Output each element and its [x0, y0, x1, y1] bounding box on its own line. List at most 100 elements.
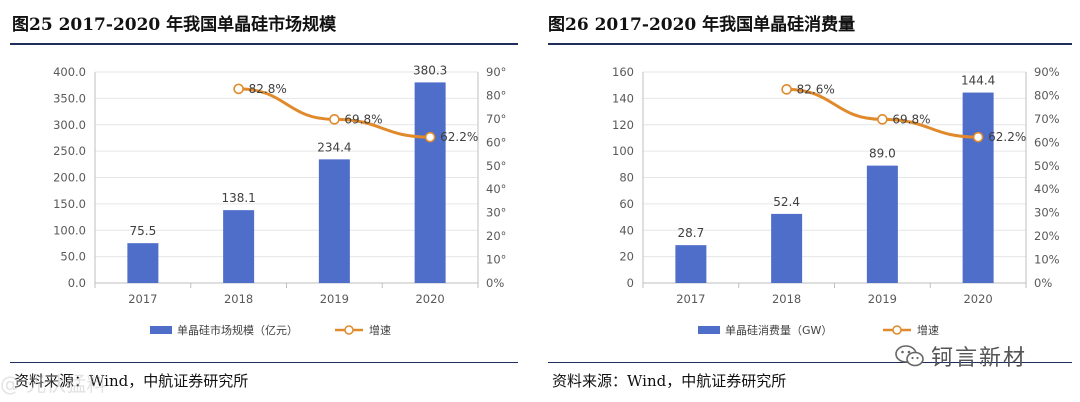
- category-label: 2017: [128, 292, 157, 306]
- left-tick-label: 140: [612, 91, 634, 105]
- right-tick-label: 40%: [1034, 182, 1060, 196]
- title-rule: [10, 43, 518, 45]
- right-tick-label: 90°: [486, 65, 506, 79]
- right-tick-label: 30%: [1034, 206, 1060, 220]
- legend-bar-swatch: [150, 326, 172, 334]
- market-size-chart: 0.0 50.0 100.0 150.0 200.0 250.0 300.0 350.0 400…: [53, 63, 506, 337]
- chart-panel-consumption: 图26 2017-2020 年我国单晶硅消费量 0 20 40 60 80 100 120 1…: [548, 0, 1080, 402]
- bar: [223, 210, 255, 283]
- growth-marker: [877, 114, 888, 125]
- consumption-chart: 0 20 40 60 80 100 120 140 160 0% 10% 20% 30% 40% 50% 60…: [612, 65, 1060, 337]
- left-tick-label: 200.0: [53, 171, 86, 185]
- bar-data-label: 380.3: [413, 63, 447, 77]
- legend-line-marker: [892, 325, 902, 335]
- category-label: 2019: [868, 292, 897, 306]
- left-tick-label: 400.0: [53, 65, 86, 79]
- right-tick-label: 60°: [486, 135, 506, 149]
- left-tick-label: 100: [612, 144, 634, 158]
- right-tick-label: 90%: [1034, 65, 1060, 79]
- legend-bar-swatch: [698, 326, 720, 334]
- left-tick-label: 300.0: [53, 118, 86, 132]
- right-tick-label: 0%: [1034, 276, 1052, 290]
- source-rule: [10, 362, 518, 363]
- right-tick-label: 0%: [486, 276, 504, 290]
- category-label: 2018: [772, 292, 801, 306]
- right-tick-label: 80%: [1034, 88, 1060, 102]
- left-tick-label: 60: [619, 197, 634, 211]
- bar-data-label: 234.4: [317, 140, 351, 154]
- left-tick-label: 350.0: [53, 91, 86, 105]
- left-tick-label: 160: [612, 65, 634, 79]
- growth-data-label: 62.2%: [440, 130, 478, 144]
- watermark: @ 光伏猛料: [0, 372, 107, 396]
- bar-data-label: 28.7: [678, 226, 705, 240]
- source-rule: [548, 362, 1072, 363]
- chart-title: 图26 2017-2020 年我国单晶硅消费量: [548, 15, 856, 35]
- bar-data-label: 75.5: [130, 224, 157, 238]
- legend-bar-label: 单晶硅市场规模（亿元）: [177, 323, 298, 337]
- bar: [962, 92, 994, 283]
- brand-badge: 钶言新材: [895, 340, 1027, 372]
- right-tick-label: 20%: [1034, 229, 1060, 243]
- bar-data-label: 144.4: [961, 74, 995, 88]
- left-tick-label: 80: [619, 171, 634, 185]
- bar: [127, 243, 159, 283]
- bar: [318, 159, 350, 283]
- right-tick-label: 40°: [486, 182, 506, 196]
- brand-name: 钶言新材: [931, 346, 1028, 371]
- legend-line-label: 增速: [917, 323, 939, 337]
- growth-line: [786, 87, 979, 139]
- growth-marker: [781, 84, 792, 95]
- bar-data-label: 89.0: [869, 147, 896, 161]
- left-tick-label: 100.0: [53, 223, 86, 237]
- bar-data-label: 138.1: [221, 191, 255, 205]
- right-tick-label: 20°: [486, 229, 506, 243]
- growth-data-label: 82.8%: [249, 82, 287, 96]
- legend-line-label: 增速: [369, 323, 391, 337]
- category-label: 2020: [963, 292, 992, 306]
- right-tick-label: 80°: [486, 88, 506, 102]
- bar-data-label: 52.4: [773, 195, 800, 209]
- left-tick-label: 0.0: [68, 276, 86, 290]
- bar: [771, 213, 803, 283]
- left-tick-label: 50.0: [60, 250, 86, 264]
- growth-marker: [329, 114, 340, 125]
- growth-data-label: 69.8%: [344, 112, 382, 126]
- left-tick-label: 120: [612, 118, 634, 132]
- growth-marker: [424, 131, 436, 143]
- growth-data-label: 62.2%: [988, 130, 1026, 144]
- left-tick-label: 250.0: [53, 144, 86, 158]
- source-note: 资料来源：Wind，中航证券研究所: [14, 372, 249, 390]
- right-tick-label: 10°: [486, 253, 506, 267]
- legend-bar-label: 单晶硅消费量（GW）: [725, 323, 832, 337]
- bar: [414, 82, 446, 283]
- right-tick-label: 30°: [486, 206, 506, 220]
- right-tick-label: 50°: [486, 159, 506, 173]
- right-tick-label: 70°: [486, 112, 506, 126]
- left-tick-label: 20: [619, 250, 634, 264]
- growth-line: [238, 87, 431, 139]
- category-label: 2019: [320, 292, 349, 306]
- category-label: 2018: [224, 292, 253, 306]
- chart-panel-market-size: 图25 2017-2020 年我国单晶硅市场规模 0.0 50.0 100.0 150…: [0, 0, 532, 402]
- growth-data-label: 69.8%: [892, 112, 930, 126]
- bar: [866, 165, 898, 283]
- right-tick-label: 70%: [1034, 112, 1060, 126]
- wechat-icon: [895, 345, 924, 367]
- left-tick-label: 150.0: [53, 197, 86, 211]
- title-rule: [548, 43, 1072, 45]
- source-note: 资料来源：Wind，中航证券研究所: [552, 372, 787, 390]
- right-tick-label: 50%: [1034, 159, 1060, 173]
- growth-data-label: 82.6%: [797, 82, 835, 96]
- chart-title: 图25 2017-2020 年我国单晶硅市场规模: [12, 15, 337, 35]
- growth-marker: [972, 131, 984, 143]
- left-tick-label: 0: [627, 276, 634, 290]
- bar: [675, 245, 707, 283]
- category-label: 2017: [676, 292, 705, 306]
- category-label: 2020: [415, 292, 444, 306]
- right-tick-label: 10%: [1034, 253, 1060, 267]
- right-tick-label: 60%: [1034, 135, 1060, 149]
- growth-marker: [233, 83, 244, 95]
- left-tick-label: 40: [619, 223, 634, 237]
- legend-line-marker: [344, 325, 354, 335]
